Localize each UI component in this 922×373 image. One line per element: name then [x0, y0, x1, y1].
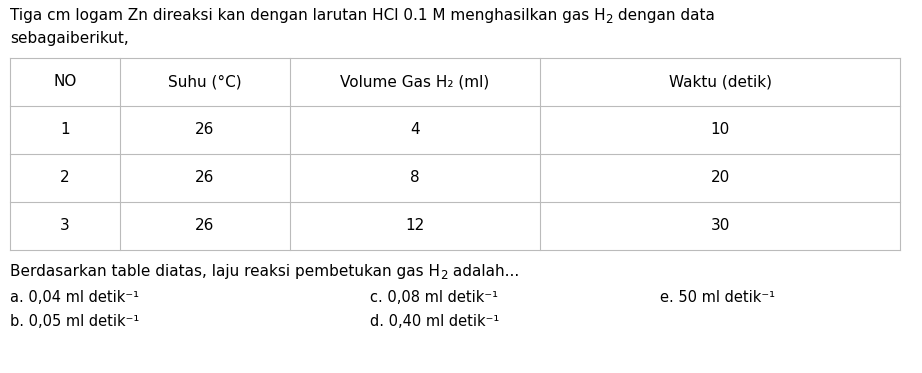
Text: b. 0,05 ml detik⁻¹: b. 0,05 ml detik⁻¹: [10, 313, 139, 329]
Text: 30: 30: [710, 219, 729, 233]
Text: 1: 1: [60, 122, 70, 138]
Text: adalah...: adalah...: [447, 264, 519, 279]
Text: 3: 3: [60, 219, 70, 233]
Text: a. 0,04 ml detik⁻¹: a. 0,04 ml detik⁻¹: [10, 291, 139, 305]
Text: e. 50 ml detik⁻¹: e. 50 ml detik⁻¹: [660, 291, 775, 305]
Text: 2: 2: [60, 170, 70, 185]
Text: 10: 10: [710, 122, 729, 138]
Text: sebagaiberikut,: sebagaiberikut,: [10, 31, 129, 46]
Text: c. 0,08 ml detik⁻¹: c. 0,08 ml detik⁻¹: [370, 291, 498, 305]
Text: 26: 26: [195, 170, 215, 185]
Text: Berdasarkan table diatas, laju reaksi pembetukan gas H: Berdasarkan table diatas, laju reaksi pe…: [10, 264, 440, 279]
Text: Tiga cm logam Zn direaksi kan dengan larutan HCl 0.1 M menghasilkan gas H: Tiga cm logam Zn direaksi kan dengan lar…: [10, 8, 606, 23]
Text: d. 0,40 ml detik⁻¹: d. 0,40 ml detik⁻¹: [370, 313, 499, 329]
Text: 26: 26: [195, 219, 215, 233]
Text: 8: 8: [410, 170, 420, 185]
Text: 26: 26: [195, 122, 215, 138]
Text: Waktu (detik): Waktu (detik): [668, 75, 772, 90]
Text: 2: 2: [440, 269, 447, 282]
Text: Suhu (°C): Suhu (°C): [168, 75, 242, 90]
Text: 4: 4: [410, 122, 420, 138]
Text: Volume Gas H₂ (ml): Volume Gas H₂ (ml): [340, 75, 490, 90]
Text: NO: NO: [53, 75, 77, 90]
Text: 20: 20: [710, 170, 729, 185]
Text: 12: 12: [406, 219, 425, 233]
Text: dengan data: dengan data: [613, 8, 715, 23]
Text: 2: 2: [606, 13, 613, 26]
